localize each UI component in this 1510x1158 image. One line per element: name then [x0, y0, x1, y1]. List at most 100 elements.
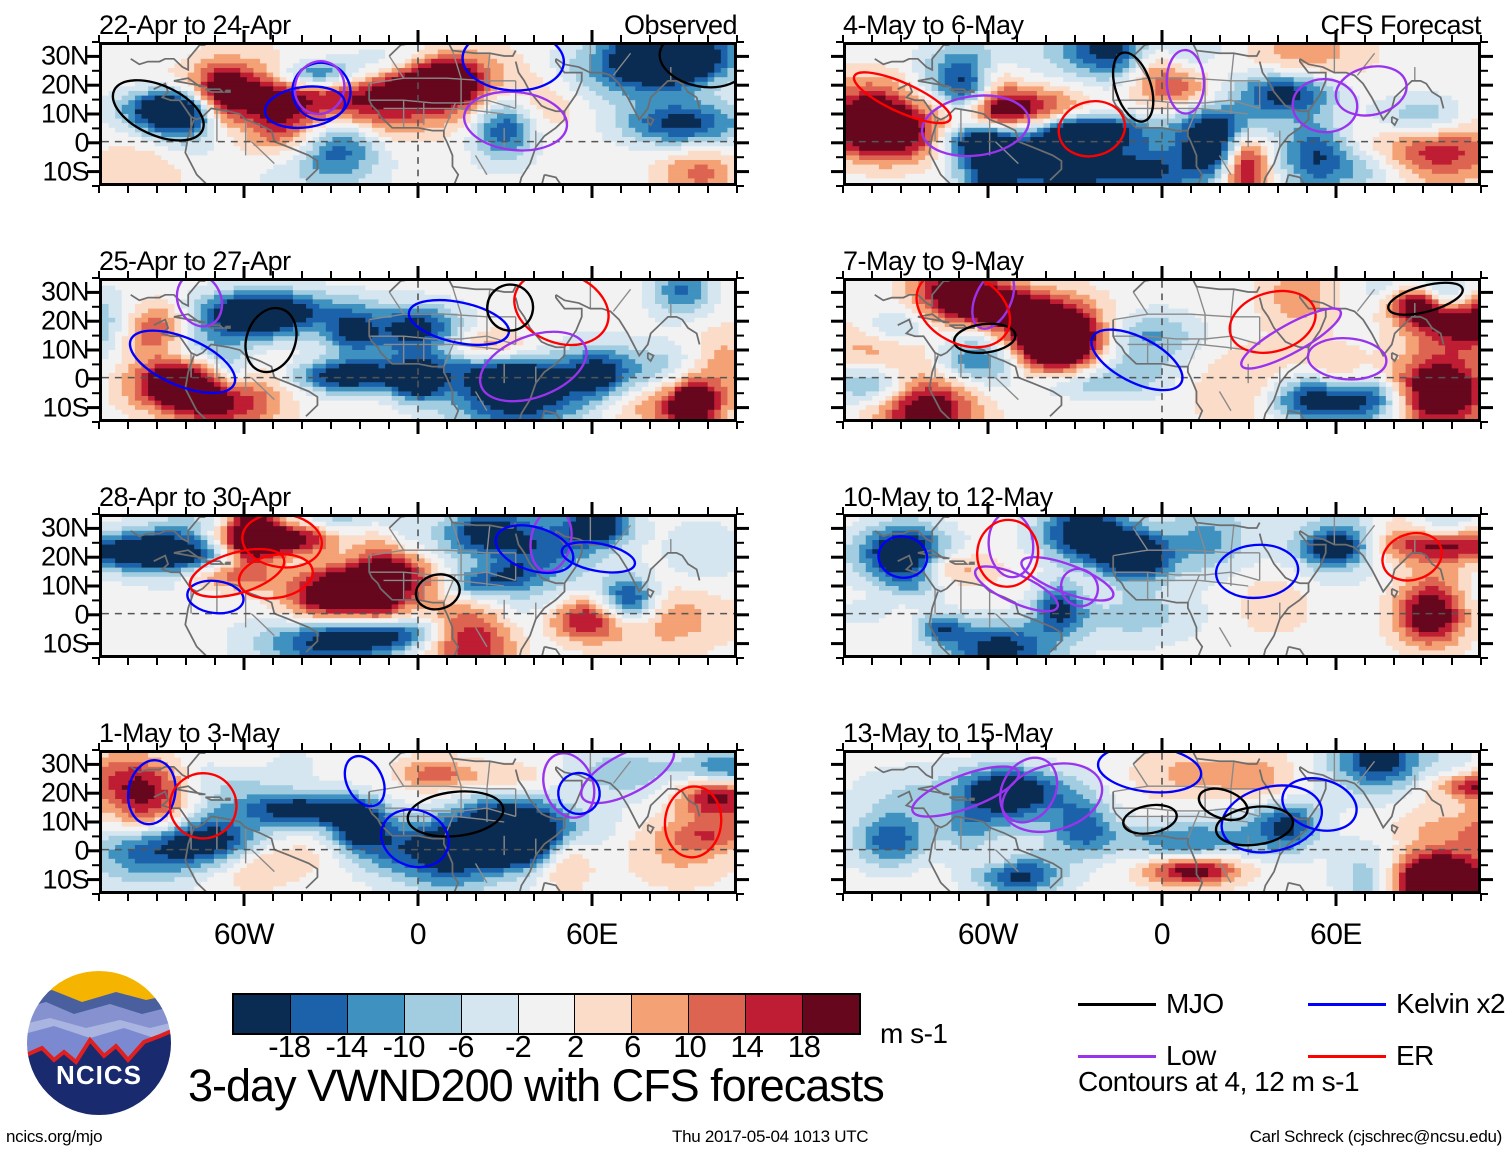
map-panel-title: 1-May to 3-May — [99, 718, 280, 748]
column-header-observed: Observed — [623, 10, 738, 40]
legend-item-er: ER — [1308, 1042, 1434, 1070]
x-axis-tick-label: 60E — [1310, 918, 1362, 951]
colorbar-tick: -14 — [325, 1029, 368, 1064]
x-axis-tick-label: 60W — [957, 918, 1019, 951]
y-axis-tick-label: 30N — [40, 276, 90, 307]
contour-level-note: Contours at 4, 12 m s-1 — [1078, 1066, 1360, 1097]
colorbar — [232, 993, 861, 1035]
x-axis-tick-label: 0 — [1153, 918, 1171, 951]
map-plot-area — [99, 514, 737, 658]
map-panel-p5: 28-Apr to 30-Apr 30N 20N 10N 0 10S — [41, 484, 749, 670]
y-axis-tick-label: 10N — [40, 334, 90, 365]
y-axis-labels: 30N 20N 10N 0 10S — [0, 750, 95, 894]
legend-line-swatch — [1308, 1054, 1386, 1058]
map-plot-area — [99, 750, 737, 894]
colorbar-swatch-9 — [746, 995, 804, 1033]
map-panel-p2: 4-May to 6-May CFS Forecast — [831, 12, 1493, 198]
map-panel-title: 25-Apr to 27-Apr — [99, 246, 291, 276]
map-plot-area — [843, 750, 1481, 894]
colorbar-swatch-10 — [803, 995, 859, 1033]
map-plot-area — [99, 42, 737, 186]
legend-label: ER — [1396, 1040, 1434, 1071]
map-panel-title: 7-May to 9-May — [843, 246, 1024, 276]
y-axis-tick-label: 30N — [40, 40, 90, 71]
colorbar-swatch-5 — [518, 995, 576, 1033]
colorbar-swatch-2 — [347, 995, 405, 1033]
map-panel-p7: 1-May to 3-May 30N 20N 10N 0 10S 60W 0 60E — [41, 720, 749, 950]
y-axis-labels: 30N 20N 10N 0 10S — [0, 278, 95, 422]
map-panel-title: 10-May to 12-May — [843, 482, 1053, 512]
y-axis-tick-label: 10S — [42, 392, 89, 423]
y-axis-tick-label: 0 — [74, 835, 89, 866]
colorbar-swatch-7 — [632, 995, 690, 1033]
map-panel-title: 28-Apr to 30-Apr — [99, 482, 291, 512]
map-plot-area — [843, 514, 1481, 658]
map-plot-area — [843, 42, 1481, 186]
colorbar-swatch-6 — [575, 995, 633, 1033]
footer-timestamp: Thu 2017-05-04 1013 UTC — [672, 1127, 869, 1146]
y-axis-tick-label: 10N — [40, 806, 90, 837]
y-axis-tick-label: 20N — [40, 777, 90, 808]
x-axis-tick-label: 0 — [409, 918, 427, 951]
colorbar-swatch-8 — [689, 995, 747, 1033]
map-plot-area — [99, 278, 737, 422]
y-axis-tick-label: 0 — [74, 127, 89, 158]
y-axis-tick-label: 30N — [40, 748, 90, 779]
y-axis-tick-label: 0 — [74, 363, 89, 394]
y-axis-tick-label: 30N — [40, 512, 90, 543]
x-axis-tick-label: 60E — [566, 918, 618, 951]
colorbar-tick: 18 — [787, 1029, 821, 1064]
legend-item-low: Low — [1078, 1042, 1216, 1070]
map-panel-p4: 7-May to 9-May — [831, 248, 1493, 434]
y-axis-tick-label: 10N — [40, 570, 90, 601]
colorbar-tick: -18 — [268, 1029, 311, 1064]
map-panel-p6: 10-May to 12-May — [831, 484, 1493, 670]
y-axis-tick-label: 10S — [42, 628, 89, 659]
colorbar-tick: 10 — [673, 1029, 706, 1064]
y-axis-tick-label: 20N — [40, 69, 90, 100]
footer: ncics.org/mjo Thu 2017-05-04 1013 UTC Ca… — [0, 1128, 1510, 1154]
colorbar-swatch-3 — [404, 995, 462, 1033]
legend-line-swatch — [1308, 1002, 1386, 1006]
wave-type-legend: MJO Kelvin x2 Low ER — [1078, 990, 1506, 1100]
legend-item-mjo: MJO — [1078, 990, 1224, 1018]
ncics-logo — [25, 969, 173, 1117]
map-panel-p3: 25-Apr to 27-Apr 30N 20N 10N 0 10S — [41, 248, 749, 434]
colorbar-tick: -6 — [447, 1029, 475, 1064]
x-axis-tick-label: 60W — [213, 918, 275, 951]
y-axis-labels: 30N 20N 10N 0 10S — [0, 42, 95, 186]
map-panel-title: 4-May to 6-May — [843, 10, 1024, 40]
colorbar-units-label: m s-1 — [880, 1018, 948, 1049]
colorbar-swatch-0 — [234, 995, 291, 1033]
column-header-forecast: CFS Forecast — [1320, 10, 1481, 40]
y-axis-tick-label: 20N — [40, 305, 90, 336]
footer-site-link[interactable]: ncics.org/mjo — [6, 1127, 103, 1146]
map-plot-area — [843, 278, 1481, 422]
legend-label: Low — [1166, 1040, 1216, 1071]
y-axis-tick-label: 10S — [42, 156, 89, 187]
y-axis-tick-label: 10N — [40, 98, 90, 129]
legend-label: MJO — [1166, 988, 1224, 1019]
y-axis-tick-label: 20N — [40, 541, 90, 572]
colorbar-tick: -2 — [505, 1029, 532, 1064]
colorbar-tick: 6 — [624, 1029, 641, 1064]
colorbar-swatch-4 — [461, 995, 519, 1033]
y-axis-tick-label: 0 — [74, 599, 89, 630]
colorbar-tick: 2 — [566, 1029, 584, 1064]
figure-title: 3-day VWND200 with CFS forecasts — [188, 1060, 885, 1111]
map-panel-p8: 13-May to 15-May 60W 0 60E — [831, 720, 1493, 950]
legend-item-kelvin-x2: Kelvin x2 — [1308, 988, 1506, 1019]
colorbar-tick: -10 — [382, 1029, 426, 1064]
y-axis-labels: 30N 20N 10N 0 10S — [0, 514, 95, 658]
footer-author: Carl Schreck (cjschrec@ncsu.edu) — [1249, 1127, 1503, 1146]
legend-line-swatch — [1078, 1054, 1156, 1058]
colorbar-tick: 14 — [730, 1029, 763, 1064]
colorbar-tick-labels: -18 -14 -10 -6 -2 2 6 10 14 18 — [232, 1031, 861, 1065]
map-panel-p1: 22-Apr to 24-Apr Observed 30N 20N 10N 0 10S — [41, 12, 749, 198]
map-panel-title: 13-May to 15-May — [843, 718, 1053, 748]
legend-label: Kelvin x2 — [1396, 988, 1506, 1019]
legend-line-swatch — [1078, 1002, 1156, 1006]
colorbar-swatch-1 — [290, 995, 348, 1033]
y-axis-tick-label: 10S — [42, 864, 89, 895]
map-panel-title: 22-Apr to 24-Apr — [99, 10, 291, 40]
